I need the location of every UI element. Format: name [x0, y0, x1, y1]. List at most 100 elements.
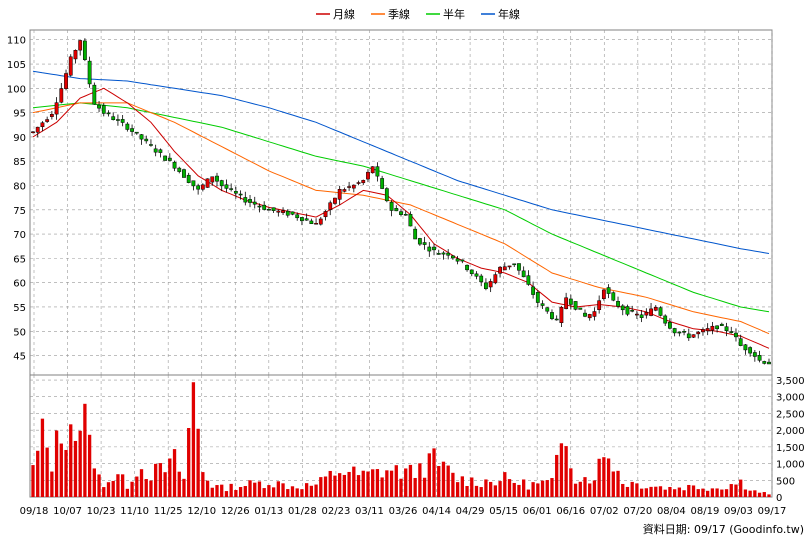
candle-body — [427, 246, 432, 252]
candle-body — [101, 105, 106, 114]
candle-body — [493, 274, 498, 284]
candle-body — [153, 148, 158, 153]
candle-body — [668, 322, 672, 329]
date-tick-label: 01/13 — [254, 506, 283, 517]
volume-bar — [408, 464, 413, 497]
candle-body — [729, 331, 734, 333]
price-tick-label: 70 — [13, 230, 26, 241]
volume-bar — [399, 478, 403, 497]
volume-bar — [281, 483, 285, 497]
date-tick-label: 03/26 — [389, 506, 418, 517]
date-tick-label: 01/28 — [288, 506, 317, 517]
volume-bar — [215, 485, 219, 497]
candle-body — [375, 166, 380, 177]
volume-bar — [229, 483, 233, 497]
candle-body — [399, 211, 403, 215]
volume-bar — [177, 471, 181, 497]
volume-tick-label: 3,500 — [776, 376, 805, 387]
volume-bar — [422, 477, 427, 497]
legend-entry: 月線 — [333, 7, 355, 21]
volume-bar — [493, 485, 498, 497]
date-axis: 09/18 10/07 10/23 11/10 11/25 12/10 12/26 01/13… — [20, 506, 787, 517]
candle-body — [413, 228, 418, 240]
volume-bar — [573, 483, 578, 497]
volume-bar — [734, 484, 738, 497]
volume-bar — [677, 487, 682, 497]
candle-body — [422, 242, 427, 245]
volume-bar — [380, 477, 384, 497]
volume-bar — [220, 484, 224, 497]
volume-bar — [385, 470, 389, 497]
volume-bar — [243, 486, 247, 497]
candle-body — [498, 266, 502, 274]
volume-bar — [507, 479, 512, 497]
candle-body — [507, 265, 512, 268]
volume-bar — [743, 489, 748, 497]
ma-quarter-line — [32, 102, 770, 335]
volume-bar — [102, 487, 106, 497]
candle-body — [111, 116, 116, 120]
volume-bar — [73, 440, 78, 497]
candle-body — [649, 308, 653, 316]
volume-bar — [125, 488, 130, 497]
candle-body — [389, 201, 394, 211]
candle-body — [252, 201, 257, 205]
volume-bar — [672, 489, 677, 497]
candle-body — [568, 298, 573, 305]
volume-bar — [338, 473, 342, 497]
candle-body — [417, 238, 422, 245]
candle-body — [337, 189, 342, 200]
candle-body — [634, 313, 639, 316]
volume-bar — [31, 465, 35, 497]
volume-bar — [64, 449, 68, 497]
candle-body — [583, 312, 587, 317]
candle-body — [380, 178, 385, 189]
candle-body — [767, 361, 771, 365]
price-tick-label: 105 — [7, 60, 26, 71]
candle-body — [484, 282, 488, 289]
volume-bar — [135, 476, 139, 497]
volume-bar — [517, 484, 521, 497]
candle-body — [229, 188, 234, 190]
volume-bar — [701, 488, 705, 497]
volume-bar — [36, 450, 40, 497]
legend-entry: 季線 — [388, 7, 410, 21]
date-tick-label: 12/26 — [221, 506, 250, 517]
volume-tick-label: 1,500 — [776, 443, 805, 454]
volume-bar — [724, 489, 729, 497]
candle-body — [554, 318, 559, 321]
volume-bar — [238, 487, 243, 497]
volume-bar — [69, 424, 73, 497]
candle-body — [257, 205, 262, 208]
candle-body — [465, 264, 469, 271]
volume-bar — [139, 469, 144, 497]
volume-bar — [720, 489, 724, 497]
price-tick-label: 55 — [13, 303, 26, 314]
candle-body — [238, 193, 243, 196]
candle-body — [186, 174, 191, 183]
volume-bar — [286, 489, 290, 497]
volume-bar — [54, 430, 59, 497]
volume-bar — [356, 475, 361, 497]
volume-bar — [389, 470, 394, 497]
volume-bar — [59, 443, 63, 497]
volume-bar — [621, 483, 625, 497]
volume-bar — [210, 487, 214, 497]
candle-body — [40, 122, 45, 128]
volume-tick-label: 2,000 — [776, 426, 805, 437]
volume-bar — [602, 457, 606, 497]
date-tick-label: 10/07 — [53, 506, 82, 517]
volume-bar — [45, 447, 49, 497]
candle-body — [710, 325, 715, 331]
volume-axis: 3,500 3,000 2,500 2,000 1,500 1,000 500 0 — [776, 376, 805, 504]
date-tick-label: 06/01 — [523, 506, 552, 517]
candle-body — [167, 157, 172, 161]
candle-body — [601, 289, 606, 299]
candle-body — [323, 211, 328, 218]
candle-body — [356, 182, 361, 184]
candle-body — [182, 169, 186, 178]
candle-body — [361, 180, 366, 184]
candle-body — [233, 191, 238, 194]
candle-body — [31, 131, 35, 133]
candle-body — [97, 104, 101, 109]
